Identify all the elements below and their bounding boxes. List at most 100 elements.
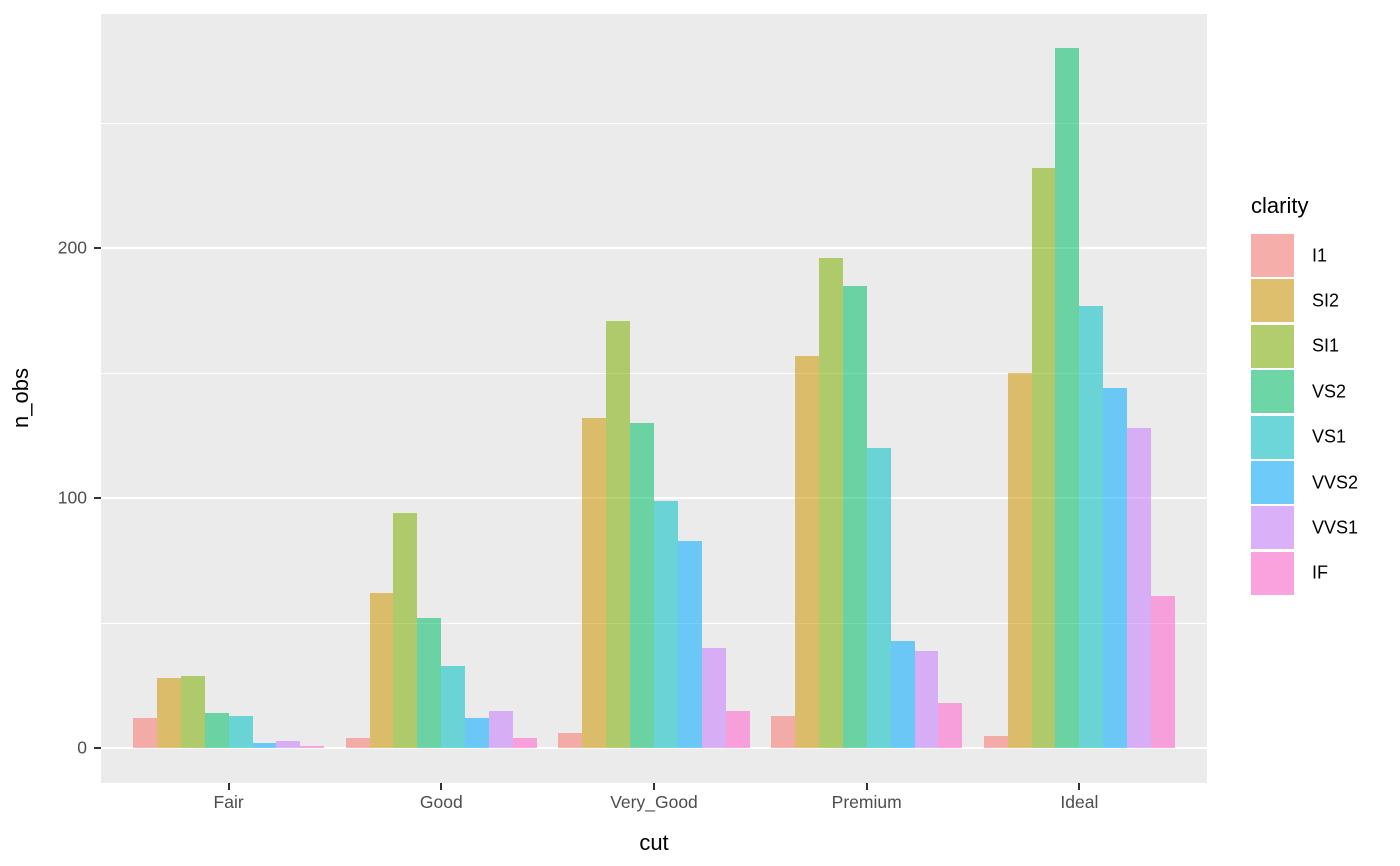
legend: clarity I1 SI2 SI1 VS2 VS1 VVS2 VVS1 IF — [1251, 193, 1400, 596]
bar-Good-VS1 — [441, 665, 466, 749]
bar-Very_Good-VVS2 — [677, 540, 702, 749]
legend-label: VVS1 — [1312, 517, 1359, 538]
bar-Ideal-SI2 — [1007, 373, 1032, 749]
bar-Premium-VVS2 — [890, 640, 915, 749]
bar-Ideal-VVS1 — [1127, 428, 1152, 749]
bar-Very_Good-SI1 — [606, 320, 631, 749]
legend-swatch-fill — [1251, 234, 1294, 277]
bar-Premium-I1 — [770, 715, 795, 749]
legend-items: I1 SI2 SI1 VS2 VS1 VVS2 VVS1 IF — [1251, 233, 1400, 596]
y-tick-label: 200 — [57, 237, 87, 258]
legend-swatch-IF — [1251, 551, 1294, 595]
bar-Very_Good-I1 — [558, 733, 583, 749]
bar-Ideal-I1 — [983, 735, 1008, 749]
legend-swatch-fill — [1251, 506, 1294, 550]
legend-label: VS2 — [1312, 381, 1347, 402]
bar-Fair-IF — [300, 745, 325, 749]
x-tick-label: Very_Good — [610, 792, 698, 812]
gridline-minor — [101, 372, 1207, 374]
bar-Premium-VVS1 — [914, 650, 939, 749]
y-tick-mark — [94, 497, 101, 500]
legend-swatch-fill — [1251, 370, 1294, 414]
x-tick-mark — [1078, 783, 1081, 790]
bar-Fair-SI1 — [180, 675, 205, 749]
legend-swatch-VVS2 — [1251, 460, 1294, 504]
y-axis-title: n_obs — [8, 368, 33, 428]
bar-Good-IF — [513, 738, 537, 749]
gridline-minor — [101, 122, 1207, 124]
legend-label: I1 — [1312, 245, 1328, 266]
bar-Fair-VVS2 — [252, 743, 277, 749]
y-tick-mark — [94, 247, 101, 250]
x-tick-mark — [440, 783, 443, 790]
legend-item-I1: I1 — [1251, 233, 1400, 278]
bar-Ideal-VVS2 — [1103, 388, 1128, 749]
legend-item-SI1: SI1 — [1251, 324, 1400, 369]
bar-Very_Good-VS1 — [654, 500, 678, 749]
bar-Ideal-VS2 — [1055, 48, 1080, 749]
bar-Good-VVS2 — [465, 718, 490, 749]
legend-swatch-SI1 — [1251, 324, 1294, 368]
x-tick-label: Fair — [213, 792, 244, 812]
legend-swatch-fill — [1251, 460, 1294, 504]
y-tick-mark — [94, 747, 101, 750]
legend-swatch-fill — [1251, 415, 1294, 459]
legend-label: SI2 — [1312, 290, 1340, 311]
bar-Good-VS2 — [417, 618, 442, 749]
legend-swatch-I1 — [1251, 234, 1294, 277]
bar-Ideal-SI1 — [1031, 168, 1056, 749]
bar-Premium-SI1 — [818, 258, 843, 749]
bar-Good-I1 — [345, 738, 370, 749]
legend-item-VS2: VS2 — [1251, 369, 1400, 414]
legend-swatch-fill — [1251, 324, 1294, 368]
gridline-major — [101, 497, 1207, 500]
legend-item-VS1: VS1 — [1251, 415, 1400, 460]
bar-Fair-I1 — [132, 718, 157, 749]
bar-Good-SI2 — [369, 593, 394, 749]
bar-Premium-VS1 — [866, 448, 891, 749]
bar-Very_Good-VVS1 — [701, 648, 726, 749]
bar-Fair-SI2 — [156, 678, 181, 749]
x-tick-mark — [865, 783, 868, 790]
bar-Ideal-VS1 — [1079, 305, 1104, 749]
legend-item-SI2: SI2 — [1251, 278, 1400, 323]
legend-title: clarity — [1251, 193, 1309, 218]
legend-item-IF: IF — [1251, 551, 1400, 596]
legend-label: VVS2 — [1312, 472, 1359, 493]
bar-Fair-VS1 — [228, 715, 253, 749]
gridline-major — [101, 747, 1207, 750]
x-axis-title: cut — [639, 830, 669, 855]
legend-swatch-VVS1 — [1251, 506, 1294, 550]
bar-Premium-IF — [938, 703, 963, 749]
legend-label: VS1 — [1312, 426, 1347, 447]
legend-label: IF — [1312, 562, 1328, 583]
bar-Ideal-IF — [1151, 595, 1176, 749]
bar-Fair-VS2 — [204, 713, 229, 749]
legend-swatch-SI2 — [1251, 279, 1294, 323]
gridline-major — [101, 247, 1207, 250]
legend-swatch-VS2 — [1251, 370, 1294, 414]
x-tick-mark — [227, 783, 230, 790]
y-tick-label: 0 — [77, 737, 87, 758]
legend-item-VVS2: VVS2 — [1251, 460, 1400, 505]
x-tick-label: Ideal — [1060, 792, 1099, 812]
bar-Good-SI1 — [393, 513, 418, 749]
bar-Fair-VVS1 — [276, 740, 301, 749]
bar-Premium-SI2 — [794, 355, 819, 749]
bar-Very_Good-SI2 — [582, 418, 607, 749]
legend-item-VVS1: VVS1 — [1251, 505, 1400, 550]
x-tick-label: Premium — [831, 792, 902, 812]
legend-label: SI1 — [1312, 335, 1340, 356]
bar-Very_Good-IF — [725, 710, 750, 749]
x-tick-label: Good — [419, 792, 463, 812]
legend-swatch-fill — [1251, 551, 1294, 595]
x-tick-mark — [653, 783, 655, 790]
legend-swatch-fill — [1251, 279, 1294, 323]
legend-swatch-VS1 — [1251, 415, 1294, 459]
plot-panel — [101, 14, 1207, 783]
bar-Very_Good-VS2 — [630, 423, 654, 749]
bar-Premium-VS2 — [842, 285, 867, 749]
bar-Good-VVS1 — [489, 710, 514, 749]
y-tick-label: 100 — [57, 487, 87, 508]
